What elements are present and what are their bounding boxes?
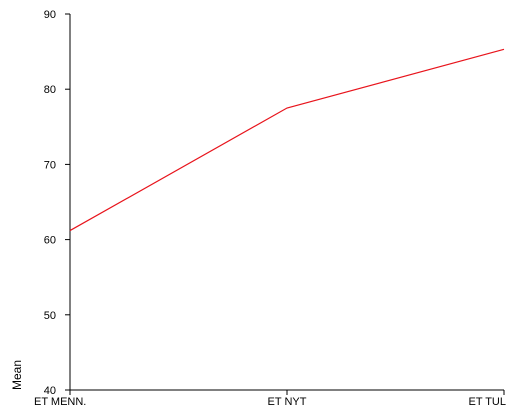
x-tick-label: ET NYT (268, 396, 307, 408)
y-tick-label: 40 (44, 385, 56, 397)
y-tick-label: 70 (44, 159, 56, 171)
y-axis-ticks: 40 50 60 70 80 90 (44, 9, 70, 397)
x-tick-label: ET MENN. (34, 396, 86, 408)
y-tick-label: 80 (44, 84, 56, 96)
y-tick-label: 50 (44, 310, 56, 322)
y-tick-label: 60 (44, 235, 56, 247)
y-axis-label: Mean (10, 360, 24, 390)
axes (69, 14, 504, 391)
y-tick-label: 90 (44, 9, 56, 21)
series-line (69, 48, 505, 232)
x-axis-ticks: ET MENN. ET NYT ET TUL (34, 390, 506, 408)
series-layer (69, 48, 505, 232)
x-tick-label: ET TUL (469, 396, 507, 408)
